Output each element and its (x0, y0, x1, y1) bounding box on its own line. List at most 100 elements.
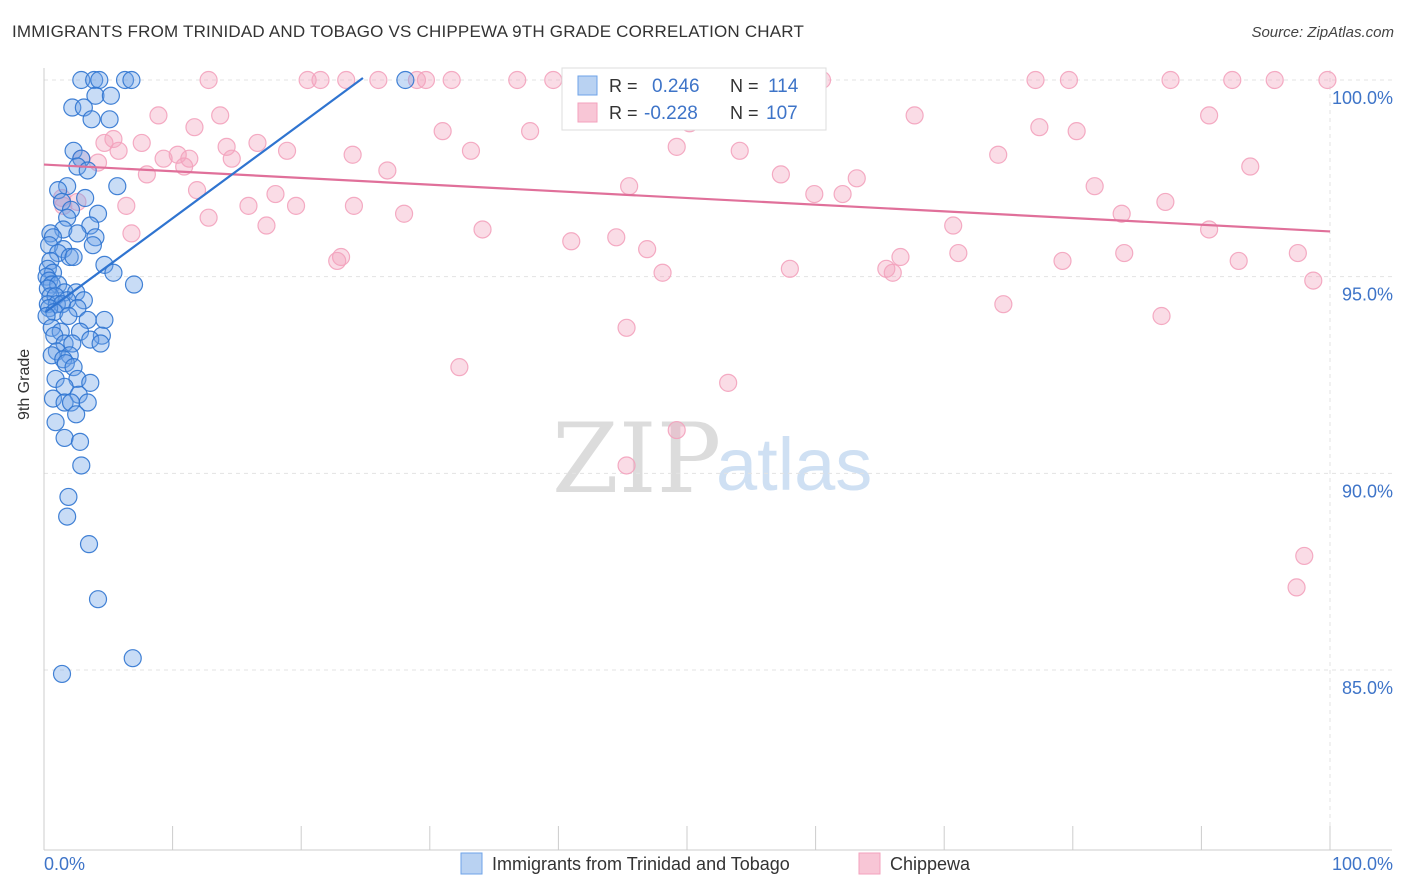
stats-r-value-blue: 0.246 (652, 76, 700, 97)
point-chippewa (617, 456, 636, 475)
point-chippewa (211, 106, 230, 125)
gridlines (44, 70, 1392, 850)
point-chippewa (1026, 70, 1045, 90)
point-chippewa (1229, 251, 1248, 271)
point-chippewa (239, 196, 258, 215)
legend-swatch-chippewa (858, 852, 881, 875)
axes (43, 68, 1392, 851)
point-trinidad (82, 110, 101, 129)
point-chippewa (1318, 70, 1337, 90)
point-chippewa (1265, 70, 1284, 90)
point-chippewa (266, 184, 285, 204)
point-trinidad (78, 161, 97, 180)
point-chippewa (137, 165, 156, 184)
point-chippewa (667, 137, 686, 156)
point-chippewa (1115, 243, 1134, 263)
point-chippewa (394, 204, 414, 223)
point-chippewa (1030, 118, 1049, 137)
point-trinidad (86, 86, 105, 105)
point-chippewa (508, 70, 527, 90)
point-chippewa (1059, 70, 1079, 90)
point-trinidad (115, 70, 135, 90)
point-chippewa (1287, 578, 1306, 597)
stats-r-value-pink: -0.228 (644, 103, 698, 124)
point-chippewa (1067, 122, 1086, 141)
point-trinidad (55, 428, 74, 448)
point-trinidad (64, 358, 83, 377)
trend-lines (43, 77, 1331, 313)
point-chippewa (122, 224, 141, 243)
point-chippewa (620, 177, 639, 196)
point-chippewa (1288, 243, 1307, 263)
chart-title: IMMIGRANTS FROM TRINIDAD AND TOBAGO VS C… (12, 22, 805, 41)
point-trinidad (70, 432, 90, 451)
point-trinidad (124, 275, 144, 294)
point-chippewa (154, 149, 173, 168)
point-chippewa (298, 70, 317, 90)
point-chippewa (149, 106, 168, 125)
point-trinidad (43, 389, 63, 408)
legend-swatch-trinidad (460, 852, 483, 875)
point-chippewa (847, 169, 866, 188)
point-chippewa (771, 165, 790, 184)
point-trinidad (104, 263, 123, 282)
series-trinidad (37, 70, 415, 684)
point-trinidad (122, 70, 141, 90)
point-trinidad (58, 208, 77, 227)
stats-swatch-pink (577, 102, 598, 123)
x-tick-label-100: 100.0% (1332, 854, 1393, 874)
point-chippewa (222, 149, 241, 168)
point-trinidad (123, 649, 142, 668)
point-chippewa (905, 106, 924, 125)
y-tick-label: 100.0% (1332, 88, 1393, 108)
point-trinidad (91, 334, 110, 353)
point-chippewa (883, 263, 902, 282)
point-trinidad (42, 346, 61, 365)
point-trinidad (88, 590, 108, 609)
stats-n-label-pink: N = (730, 103, 759, 123)
stats-swatch-blue (577, 75, 598, 96)
point-chippewa (891, 247, 910, 267)
point-chippewa (544, 70, 563, 90)
stats-r-label-pink: R = (609, 103, 638, 123)
point-trinidad (85, 70, 104, 90)
watermark-atlas: atlas (716, 423, 872, 506)
point-chippewa (378, 161, 397, 180)
point-chippewa (473, 220, 492, 239)
point-trinidad (101, 86, 120, 105)
point-chippewa (994, 295, 1013, 314)
point-trinidad (79, 535, 99, 554)
stats-r-label-blue: R = (609, 76, 638, 96)
point-chippewa (185, 118, 204, 137)
point-chippewa (607, 228, 626, 247)
point-chippewa (1156, 192, 1175, 212)
stats-legend-box (561, 67, 827, 131)
point-trinidad (100, 110, 119, 129)
point-chippewa (667, 420, 686, 440)
point-chippewa (433, 122, 452, 141)
point-chippewa (1161, 70, 1180, 90)
legend-label-chippewa: Chippewa (890, 854, 971, 874)
point-trinidad (108, 177, 127, 196)
point-chippewa (286, 196, 306, 215)
point-chippewa (168, 145, 187, 164)
point-chippewa (199, 208, 218, 227)
point-chippewa (1053, 251, 1072, 271)
point-chippewa (416, 70, 436, 90)
point-trinidad (68, 224, 87, 243)
point-trinidad (59, 306, 78, 326)
point-chippewa (653, 263, 672, 282)
point-trinidad (90, 70, 109, 90)
point-chippewa (780, 259, 799, 278)
point-trinidad (81, 373, 100, 392)
stats-n-label-blue: N = (730, 76, 759, 96)
point-chippewa (1304, 271, 1323, 290)
stats-n-value-blue: 114 (768, 76, 799, 97)
point-trinidad (83, 236, 102, 255)
point-chippewa (104, 129, 123, 149)
point-trinidad (396, 70, 415, 90)
point-chippewa (949, 243, 968, 263)
point-chippewa (199, 70, 218, 90)
point-chippewa (833, 184, 852, 204)
